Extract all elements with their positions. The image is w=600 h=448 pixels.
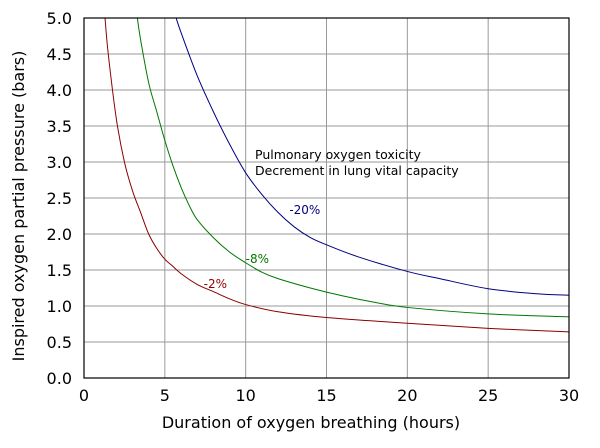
series-label-minus-20pct: -20% <box>289 203 320 217</box>
annotation-subtitle: Decrement in lung vital capacity <box>255 163 459 178</box>
x-axis-title: Duration of oxygen breathing (hours) <box>162 413 460 432</box>
series-label-minus-2pct: -2% <box>204 277 227 291</box>
y-tick-label: 4.0 <box>47 81 72 100</box>
x-tick-label: 20 <box>397 386 417 405</box>
y-axis-ticks: 0.0 0.5 1.0 1.5 2.0 2.5 3.0 3.5 4.0 4.5 5.0 <box>47 9 72 388</box>
y-tick-label: 2.0 <box>47 225 72 244</box>
series-line-minus-2pct <box>104 17 570 333</box>
series-line-minus-20pct <box>175 17 570 296</box>
y-tick-label: 1.5 <box>47 261 72 280</box>
x-tick-label: 10 <box>235 386 255 405</box>
series-line-minus-8pct <box>136 17 570 318</box>
x-tick-label: 30 <box>559 386 579 405</box>
x-axis-ticks: 0 5 10 15 20 25 30 <box>79 386 579 405</box>
y-tick-label: 0.0 <box>47 369 72 388</box>
plot-frame <box>83 17 570 379</box>
x-tick-label: 15 <box>316 386 336 405</box>
x-tick-label: 5 <box>160 386 170 405</box>
y-tick-label: 3.0 <box>47 153 72 172</box>
y-tick-label: 2.5 <box>47 189 72 208</box>
curve-labels: -2% -8% -20% <box>204 203 321 291</box>
y-tick-label: 0.5 <box>47 333 72 352</box>
annotation-title: Pulmonary oxygen toxicity <box>255 147 421 162</box>
y-tick-label: 3.5 <box>47 117 72 136</box>
series-group <box>104 17 570 333</box>
x-tick-label: 0 <box>79 386 89 405</box>
y-tick-label: 1.0 <box>47 297 72 316</box>
series-label-minus-8pct: -8% <box>246 252 269 266</box>
y-tick-label: 5.0 <box>47 9 72 28</box>
y-axis-title: Inspired oxygen partial pressure (bars) <box>9 51 28 362</box>
x-tick-label: 25 <box>478 386 498 405</box>
y-tick-label: 4.5 <box>47 45 72 64</box>
grid <box>83 17 570 379</box>
